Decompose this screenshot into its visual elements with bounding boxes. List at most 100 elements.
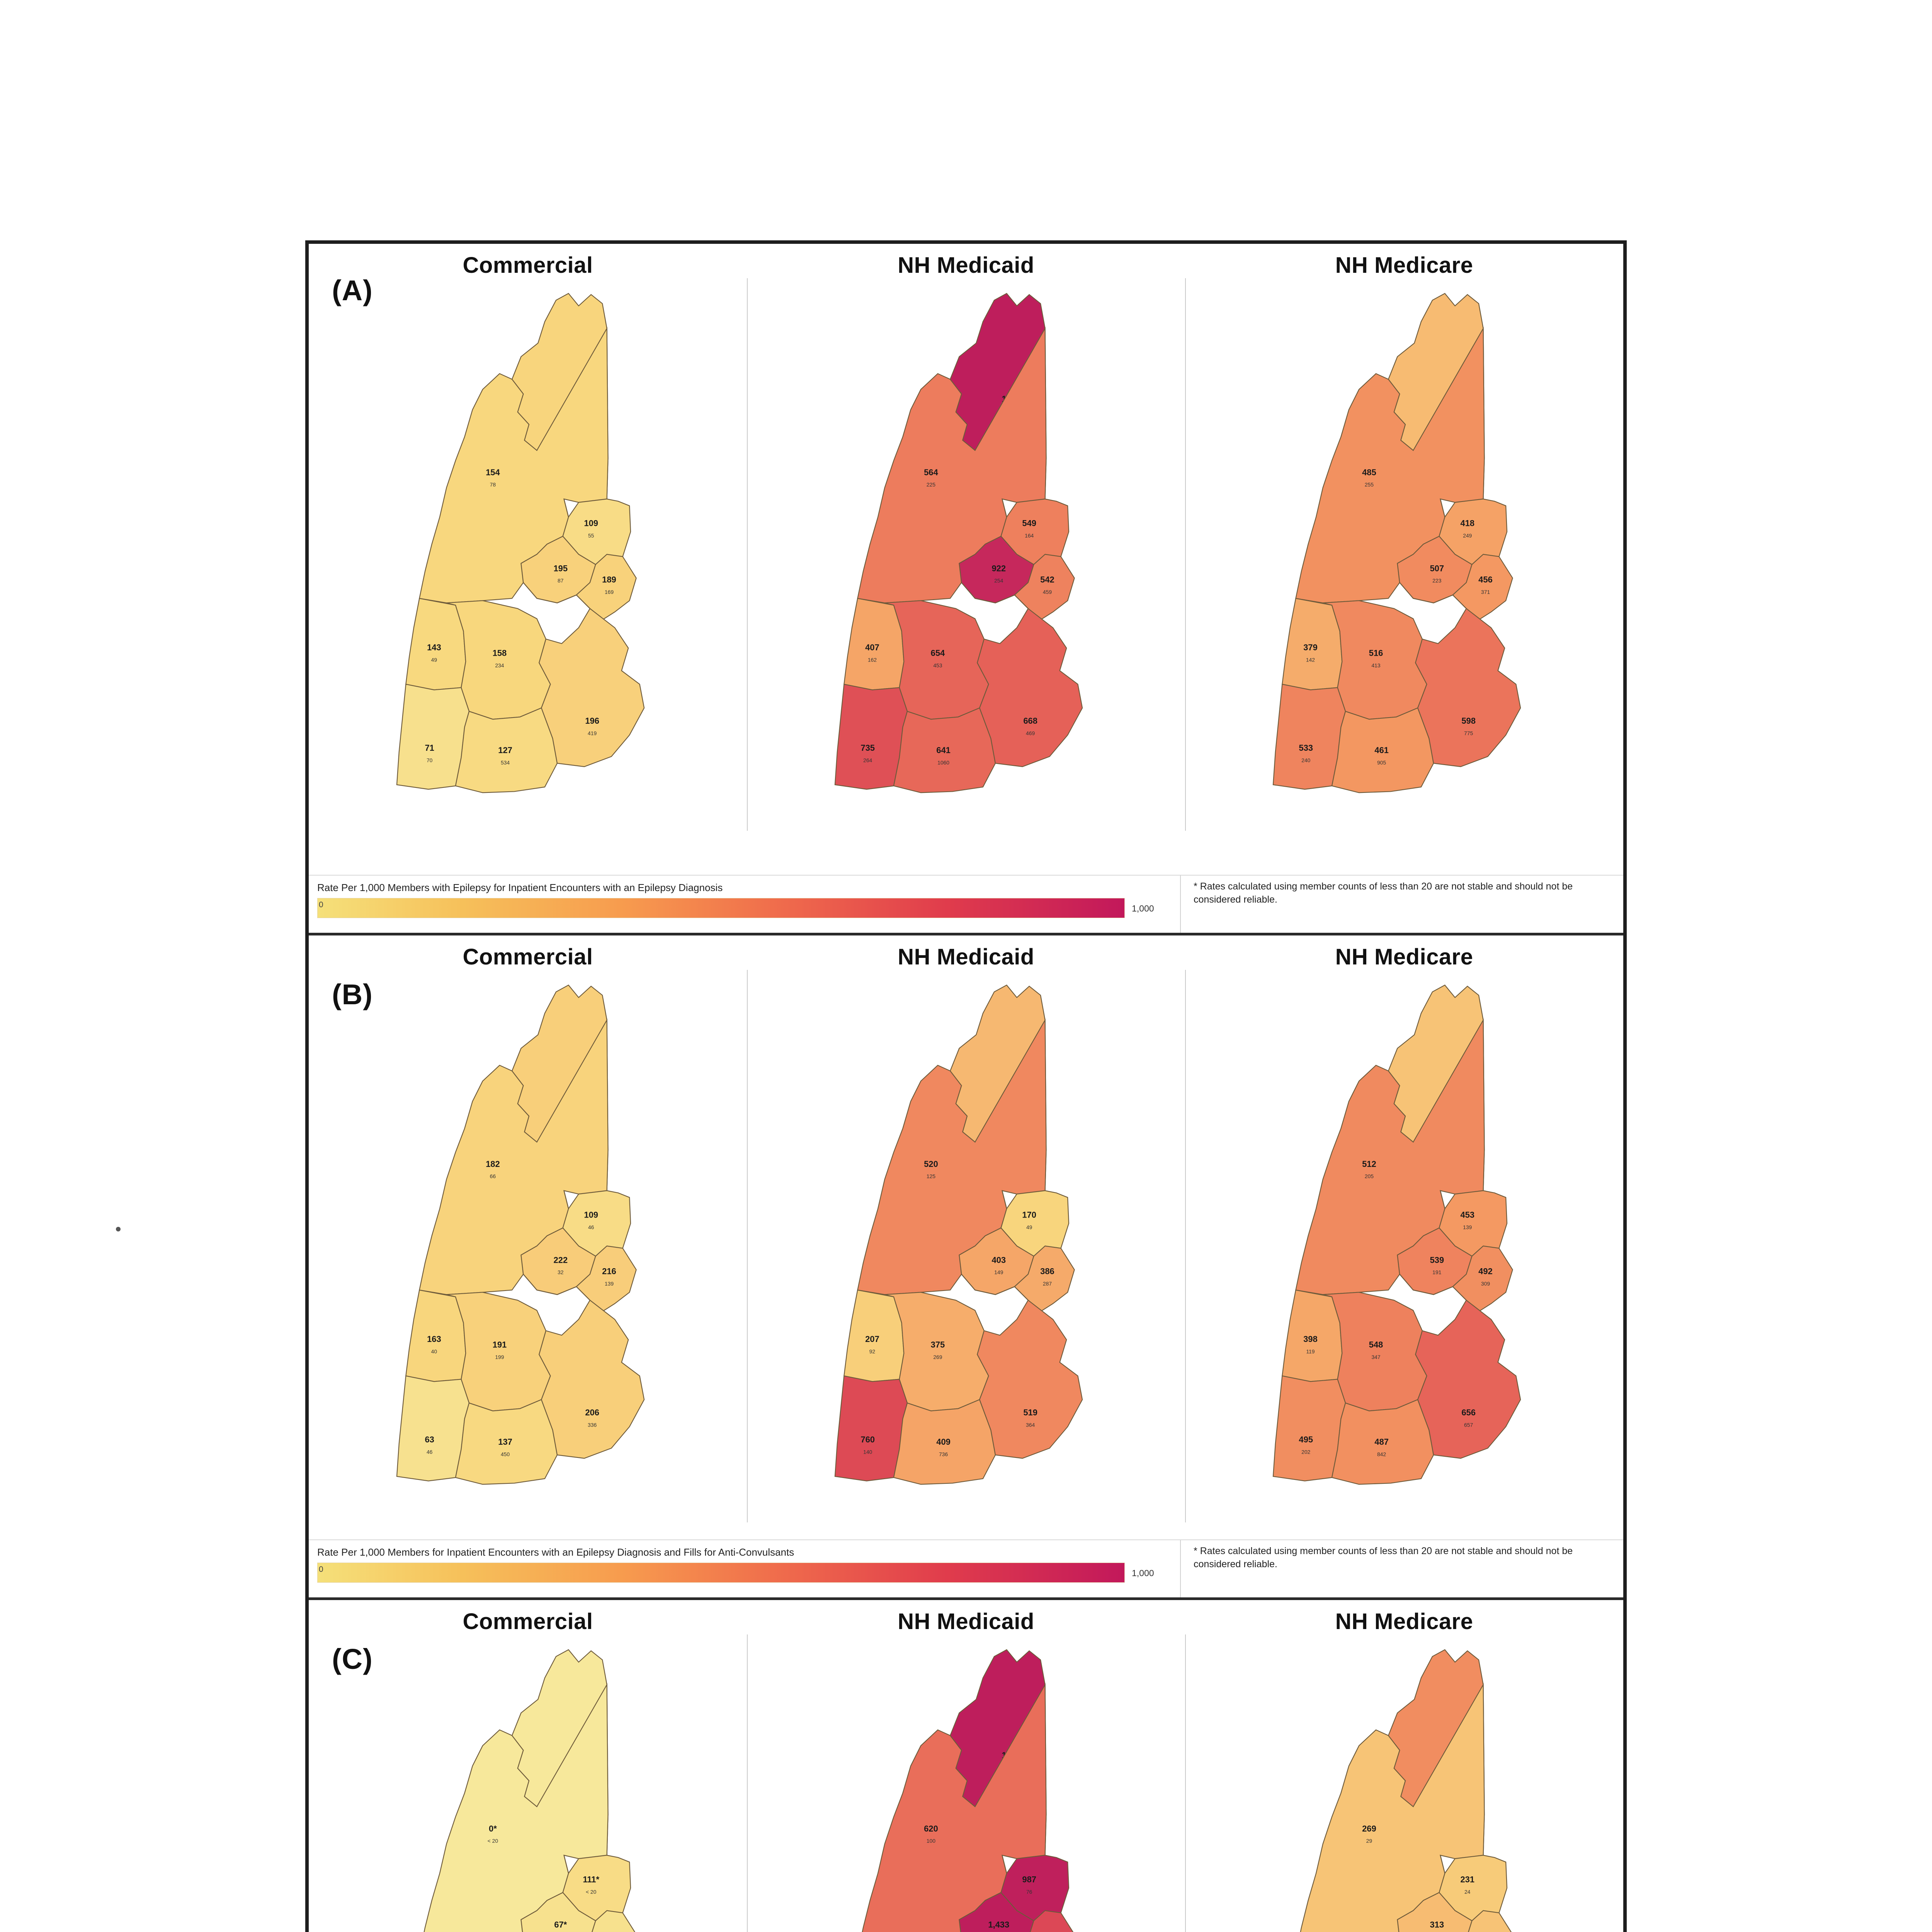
legend-divider (1180, 1540, 1181, 1597)
county-denominator-label: 119 (1306, 1348, 1315, 1354)
county-rate-label: 398 (1303, 1334, 1318, 1344)
county-sullivan[interactable]: 407 162 (844, 599, 904, 690)
map-cell-commercial: 2063418266109462223216340191199216139634… (309, 970, 747, 1522)
county-hillsborough[interactable]: 641 1060 (894, 708, 995, 793)
county-belknap[interactable]: 31337 (1397, 1893, 1472, 1932)
county-belknap[interactable]: 1,433109 (959, 1893, 1034, 1932)
county-hillsborough[interactable]: 461 905 (1332, 708, 1434, 793)
county-rate-label: 542 (1040, 575, 1054, 585)
county-denominator-label: 225 (927, 481, 935, 488)
county-rate-label: 539 (1430, 1255, 1444, 1265)
nh-county-map-a-nh-medicaid: 1,00724756422554916492225440716265445354… (819, 278, 1113, 819)
county-belknap[interactable]: 403 149 (959, 1228, 1034, 1294)
county-rate-label: 403 (992, 1255, 1006, 1265)
county-rate-label: 641 (936, 745, 951, 755)
county-rate-label: 512 (1362, 1159, 1376, 1169)
panel-letter-c: (C) (332, 1643, 373, 1675)
county-rate-label: 495 (1299, 1435, 1313, 1444)
county-denominator-label: 264 (863, 757, 872, 763)
column-headers: Commercial NH Medicaid NH Medicare (309, 1600, 1623, 1634)
county-denominator-label: 905 (1377, 759, 1386, 765)
column-header-nh-medicare: NH Medicare (1335, 944, 1473, 969)
county-denominator-label: 657 (1464, 1422, 1473, 1428)
county-carroll[interactable]: 109 55 (563, 499, 631, 565)
county-strafford[interactable]: 27442 (1453, 1911, 1513, 1932)
county-rate-label: 549 (1022, 519, 1036, 528)
county-sullivan[interactable]: 143 49 (406, 599, 466, 690)
county-carroll[interactable]: 109 46 (563, 1190, 631, 1256)
county-shape-hillsborough (1332, 708, 1434, 793)
county-strafford[interactable]: 492 309 (1453, 1246, 1513, 1312)
county-hillsborough[interactable]: 127 534 (456, 708, 557, 793)
county-cheshire[interactable]: 760 140 (835, 1376, 907, 1481)
county-rate-label: 189 (602, 575, 616, 585)
county-strafford[interactable]: 6730 (577, 1911, 636, 1932)
map-cell-commercial: 1714115478109551958714349158234189169717… (309, 278, 747, 831)
column-divider (1185, 278, 1186, 831)
county-denominator-label: 29 (1366, 1838, 1372, 1844)
county-rockingham[interactable]: 206 336 (523, 1274, 644, 1458)
county-shape-belknap (521, 1893, 595, 1932)
county-denominator-label: 223 (1432, 578, 1441, 584)
county-belknap[interactable]: 222 32 (521, 1228, 595, 1294)
county-shape-belknap (959, 1893, 1034, 1932)
county-rate-label: 492 (1478, 1267, 1493, 1276)
county-rockingham[interactable]: 196 419 (523, 583, 644, 767)
county-sullivan[interactable]: 163 40 (406, 1290, 466, 1382)
county-carroll[interactable]: 111* < 20 (563, 1855, 631, 1921)
county-sullivan[interactable]: 398 119 (1282, 1290, 1342, 1382)
county-carroll[interactable]: 170 49 (1001, 1190, 1069, 1256)
county-denominator-label: < 20 (488, 1838, 498, 1844)
legend-footnote: * Rates calculated using member counts o… (1194, 1546, 1573, 1570)
county-strafford[interactable]: 542 459 (1015, 554, 1075, 620)
county-denominator-label: 70 (427, 757, 433, 763)
county-hillsborough[interactable]: 487 842 (1332, 1400, 1434, 1484)
county-rate-label: 143 (427, 643, 441, 652)
nh-county-map-a-nh-medicare: 3182324852554182495072233791425164134563… (1257, 278, 1551, 819)
county-rate-label: 735 (861, 743, 875, 753)
county-denominator-label: 139 (1463, 1224, 1472, 1230)
county-merrimack[interactable]: 158 234 (447, 600, 551, 719)
county-rate-label: 766 (1040, 1931, 1054, 1932)
county-belknap[interactable]: 67*< 20 (521, 1893, 595, 1932)
legend-divider (1180, 876, 1181, 933)
county-rate-label: 519 (1023, 1408, 1037, 1417)
county-rockingham[interactable]: 519 364 (961, 1274, 1082, 1458)
county-rockingham[interactable]: 656 657 (1400, 1274, 1520, 1458)
county-shape-strafford (577, 1911, 636, 1932)
county-merrimack[interactable]: 548 347 (1323, 1292, 1427, 1411)
county-hillsborough[interactable]: 137 450 (456, 1400, 557, 1484)
county-denominator-label: 87 (558, 578, 564, 584)
county-rockingham[interactable]: 598 775 (1400, 583, 1520, 767)
county-hillsborough[interactable]: 409 736 (894, 1400, 995, 1484)
county-shape-hillsborough (894, 1400, 995, 1484)
county-sullivan[interactable]: 379 142 (1282, 599, 1342, 690)
county-denominator-label: 1060 (937, 759, 949, 765)
column-headers: Commercial NH Medicaid NH Medicare (309, 935, 1623, 970)
county-shape-rockingham (1400, 1274, 1520, 1458)
county-belknap[interactable]: 539 191 (1397, 1228, 1472, 1294)
county-sullivan[interactable]: 207 92 (844, 1290, 904, 1382)
county-rate-label: 170 (1022, 1210, 1036, 1220)
county-denominator-label: 254 (994, 578, 1003, 584)
legend-min-value: 0 (319, 1565, 323, 1574)
county-strafford[interactable]: 766252 (1015, 1911, 1075, 1932)
county-denominator-label: 49 (431, 656, 437, 663)
county-denominator-label: 46 (427, 1449, 433, 1455)
county-rate-label: 231 (1460, 1875, 1475, 1884)
county-denominator-label: 169 (605, 589, 614, 595)
county-denominator-label: 459 (1043, 589, 1052, 595)
county-denominator-label: 309 (1481, 1281, 1490, 1287)
county-rockingham[interactable]: 668 469 (961, 583, 1082, 767)
column-divider (1185, 1634, 1186, 1932)
county-denominator-label: 287 (1043, 1281, 1052, 1287)
county-denominator-label: 191 (1432, 1269, 1441, 1276)
county-denominator-label: < 20 (586, 1889, 597, 1895)
county-carroll[interactable]: 231 24 (1439, 1855, 1507, 1921)
county-rate-label: 154 (486, 468, 500, 477)
county-shape-rockingham (1400, 583, 1520, 767)
maps-row: 2063418266109462223216340191199216139634… (309, 970, 1623, 1522)
map-cell-nh-medicare: 50024269292312431337214*< 20353442744273… (1185, 1634, 1623, 1932)
